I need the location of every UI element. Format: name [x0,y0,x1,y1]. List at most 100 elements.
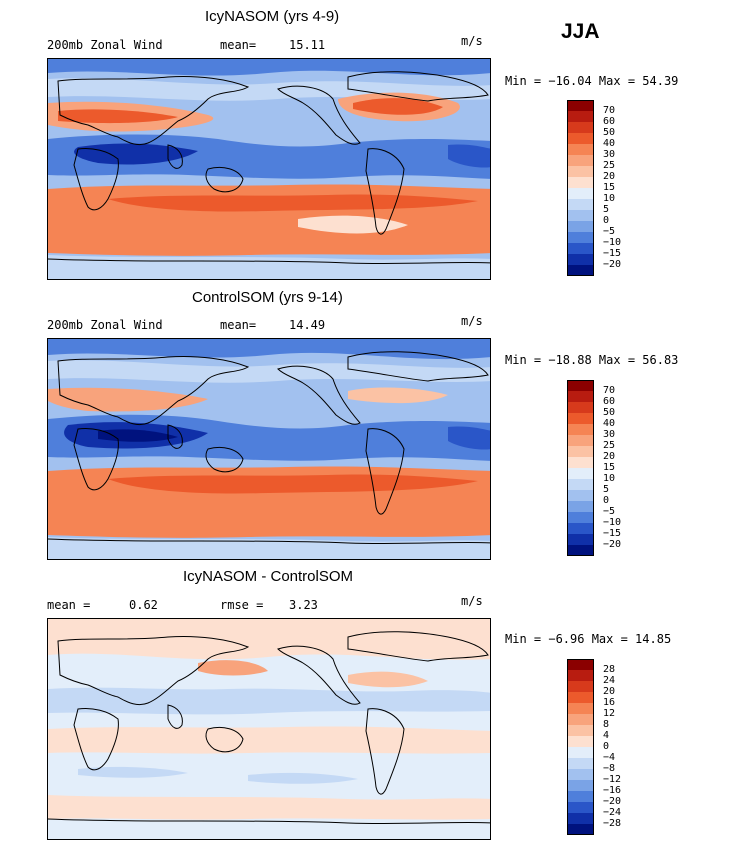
panel2-swatch [567,413,594,424]
panel1-colorbar [567,100,594,276]
panel1-level-label: 5 [603,204,610,215]
panel1-mean-value: 15.11 [289,38,326,52]
panel1-units: m/s [461,34,483,48]
panel2-swatch [567,457,594,468]
panel2-map [47,338,491,560]
panel2-swatch [567,479,594,490]
panel2-level-label: 70 [603,385,616,396]
panel2-swatch [567,391,594,402]
panel1-swatch [567,210,594,221]
panel1-swatch [567,265,594,276]
panel3-swatch [567,780,594,791]
panel3-swatch [567,703,594,714]
panel3-level-label: 24 [603,675,616,686]
panel2-mean-value: 14.49 [289,318,326,332]
panel1-swatch [567,254,594,265]
panel2-level-label: 0 [603,495,610,506]
panel2-title: ControlSOM (yrs 9-14) [192,289,343,306]
panel2-swatch [567,446,594,457]
panel1-level-label: −15 [603,248,622,259]
panel3-colorbar [567,659,594,835]
panel1-level-label: 20 [603,171,616,182]
panel3-mean-value: 0.62 [129,598,158,612]
panel3-rmse-label: rmse = [220,598,264,612]
panel2-level-label: 15 [603,462,616,473]
panel3-level-label: −24 [603,807,622,818]
panel3-level-label: −16 [603,785,622,796]
panel1-level-label: 25 [603,160,616,171]
panel3-contour-fill [48,619,490,839]
panel1-contour-fill [48,59,490,279]
panel1-swatch [567,166,594,177]
panel3-level-label: −8 [603,763,616,774]
panel1-swatch [567,155,594,166]
panel2-level-label: 60 [603,396,616,407]
panel3-swatch [567,692,594,703]
panel1-level-label: −20 [603,259,622,270]
panel3-swatch [567,758,594,769]
panel2-level-label: −5 [603,506,616,517]
panel2-level-label: 50 [603,407,616,418]
panel3-level-label: 0 [603,741,610,752]
panel2-swatch [567,523,594,534]
panel1-level-label: 60 [603,116,616,127]
panel2-swatch [567,545,594,556]
panel2-level-label: 5 [603,484,610,495]
panel2-swatch [567,490,594,501]
panel2-swatch [567,468,594,479]
panel3-swatch [567,736,594,747]
panel3-level-label: 4 [603,730,610,741]
panel1-swatch [567,221,594,232]
panel3-level-label: 16 [603,697,616,708]
panel3-mean-label: mean = [47,598,91,612]
panel3-rmse-value: 3.23 [289,598,318,612]
season-label: JJA [561,20,600,43]
panel3-units: m/s [461,594,483,608]
panel2-level-label: −15 [603,528,622,539]
panel3-swatch [567,725,594,736]
panel3-swatch [567,802,594,813]
panel3-swatch [567,714,594,725]
panel1-level-label: 0 [603,215,610,226]
panel2-level-label: 20 [603,451,616,462]
panel1-coastlines [48,71,490,265]
panel1-swatch [567,232,594,243]
panel2-swatch [567,402,594,413]
panel2-level-label: 25 [603,440,616,451]
panel3-swatch [567,659,594,670]
panel1-swatch [567,188,594,199]
panel1-swatch [567,243,594,254]
panel3-level-label: −4 [603,752,616,763]
panel3-swatch [567,681,594,692]
panel3-level-label: −12 [603,774,622,785]
panel3-swatch [567,769,594,780]
panel3-level-label: 20 [603,686,616,697]
panel1-swatch [567,177,594,188]
panel3-swatch [567,791,594,802]
panel2-variable-label: 200mb Zonal Wind [47,318,163,332]
panel2-swatch [567,501,594,512]
panel1-level-label: 15 [603,182,616,193]
panel3-level-label: −20 [603,796,622,807]
panel2-swatch [567,512,594,523]
panel1-mean-label: mean= [220,38,257,52]
panel2-coastlines [48,351,490,545]
panel2-level-label: −20 [603,539,622,550]
panel2-swatch [567,534,594,545]
panel1-swatch [567,111,594,122]
panel3-swatch [567,813,594,824]
panel3-minmax: Min = −6.96 Max = 14.85 [505,632,672,646]
panel2-minmax: Min = −18.88 Max = 56.83 [505,353,679,367]
panel3-title: IcyNASOM - ControlSOM [183,568,354,585]
panel3-level-label: −28 [603,818,622,829]
panel2-level-label: −10 [603,517,622,528]
panel1-level-label: 70 [603,105,616,116]
panel3-swatch [567,747,594,758]
panel2-units: m/s [461,314,483,328]
panel3-level-label: 12 [603,708,616,719]
panel3-level-label: 28 [603,664,616,675]
panel1-minmax: Min = −16.04 Max = 54.39 [505,74,679,88]
panel2-level-label: 10 [603,473,616,484]
panel1-swatch [567,133,594,144]
panel3-swatch [567,824,594,835]
